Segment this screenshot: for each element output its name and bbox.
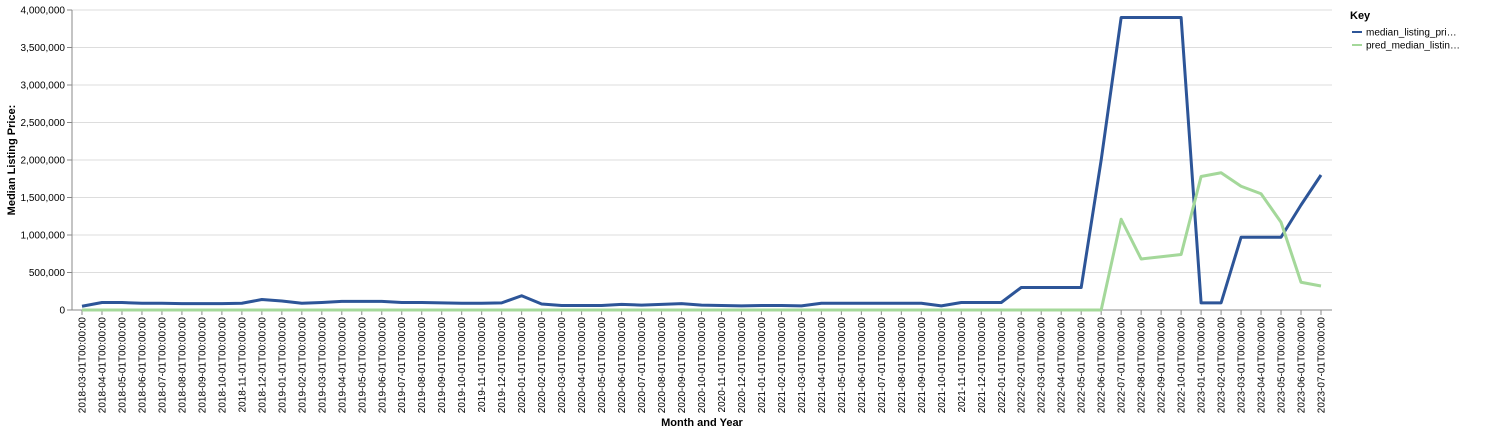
- x-tick-label: 2018-03-01T00:00:00: [78, 317, 89, 414]
- x-tick-label: 2019-09-01T00:00:00: [437, 317, 448, 414]
- x-tick-label: 2021-10-01T00:00:00: [937, 317, 948, 414]
- x-tick-label: 2019-11-01T00:00:00: [477, 317, 488, 413]
- x-tick-label: 2021-12-01T00:00:00: [977, 317, 988, 414]
- x-tick-label: 2021-09-01T00:00:00: [917, 317, 928, 414]
- data-line: [82, 171, 1322, 312]
- y-tick-label: 4,000,000: [21, 6, 66, 17]
- x-tick-label: 2018-10-01T00:00:00: [217, 317, 228, 414]
- x-tick-label: 2021-05-01T00:00:00: [837, 317, 848, 414]
- data-line: [81, 16, 1323, 308]
- y-axis-title: Median Listing Price:: [6, 105, 18, 216]
- legend-label: pred_median_listin…: [1366, 41, 1460, 52]
- x-tick-label: 2020-01-01T00:00:00: [517, 317, 528, 414]
- x-tick-label: 2021-07-01T00:00:00: [877, 317, 888, 414]
- x-tick-label: 2019-06-01T00:00:00: [377, 317, 388, 414]
- x-tick-label: 2022-10-01T00:00:00: [1177, 317, 1188, 414]
- x-tick-label: 2023-01-01T00:00:00: [1197, 317, 1208, 414]
- x-tick-label: 2022-08-01T00:00:00: [1137, 317, 1148, 414]
- x-tick-label: 2020-05-01T00:00:00: [597, 317, 608, 414]
- x-tick-label: 2020-09-01T00:00:00: [677, 317, 688, 414]
- x-tick-label: 2022-06-01T00:00:00: [1097, 317, 1108, 414]
- x-tick-label: 2020-12-01T00:00:00: [737, 317, 748, 414]
- x-tick-label: 2020-11-01T00:00:00: [717, 317, 728, 413]
- x-axis-title: Month and Year: [661, 417, 743, 429]
- x-tick-label: 2019-12-01T00:00:00: [497, 317, 508, 414]
- x-tick-label: 2023-06-01T00:00:00: [1297, 317, 1308, 414]
- x-tick-label: 2023-05-01T00:00:00: [1277, 317, 1288, 414]
- x-tick-label: 2018-06-01T00:00:00: [137, 317, 148, 414]
- x-tick-label: 2020-10-01T00:00:00: [697, 317, 708, 414]
- x-tick-label: 2020-08-01T00:00:00: [657, 317, 668, 414]
- x-tick-label: 2021-02-01T00:00:00: [777, 317, 788, 414]
- y-tick-label: 3,500,000: [21, 43, 66, 54]
- x-tick-label: 2018-09-01T00:00:00: [197, 317, 208, 414]
- x-tick-label: 2020-06-01T00:00:00: [617, 317, 628, 414]
- x-tick-label: 2021-03-01T00:00:00: [797, 317, 808, 414]
- x-tick-label: 2022-04-01T00:00:00: [1057, 317, 1068, 414]
- x-tick-label: 2020-04-01T00:00:00: [577, 317, 588, 414]
- x-tick-label: 2018-12-01T00:00:00: [257, 317, 268, 414]
- y-tick-label: 500,000: [29, 268, 66, 279]
- x-tick-label: 2022-09-01T00:00:00: [1157, 317, 1168, 414]
- x-tick-label: 2019-03-01T00:00:00: [317, 317, 328, 414]
- x-tick-label: 2021-01-01T00:00:00: [757, 317, 768, 414]
- x-tick-label: 2023-04-01T00:00:00: [1257, 317, 1268, 414]
- x-tick-label: 2023-02-01T00:00:00: [1217, 317, 1228, 414]
- x-tick-label: 2019-08-01T00:00:00: [417, 317, 428, 414]
- x-tick-label: 2019-05-01T00:00:00: [357, 317, 368, 414]
- legend-label: median_listing_pri…: [1366, 28, 1457, 39]
- x-tick-label: 2022-02-01T00:00:00: [1017, 317, 1028, 414]
- x-tick-label: 2019-01-01T00:00:00: [277, 317, 288, 414]
- x-tick-label: 2021-08-01T00:00:00: [897, 317, 908, 414]
- x-tick-label: 2019-07-01T00:00:00: [397, 317, 408, 414]
- x-tick-label: 2018-05-01T00:00:00: [117, 317, 128, 414]
- y-tick-label: 2,500,000: [21, 118, 66, 129]
- x-tick-label: 2023-07-01T00:00:00: [1317, 317, 1328, 414]
- x-tick-label: 2020-07-01T00:00:00: [637, 317, 648, 414]
- x-tick-label: 2022-07-01T00:00:00: [1117, 317, 1128, 414]
- y-tick-label: 3,000,000: [21, 81, 66, 92]
- x-tick-label: 2018-07-01T00:00:00: [157, 317, 168, 414]
- x-tick-label: 2023-03-01T00:00:00: [1237, 317, 1248, 414]
- y-tick-label: 0: [59, 306, 65, 317]
- x-tick-label: 2020-03-01T00:00:00: [557, 317, 568, 414]
- x-tick-label: 2021-06-01T00:00:00: [857, 317, 868, 414]
- x-tick-label: 2018-11-01T00:00:00: [237, 317, 248, 413]
- x-tick-label: 2019-02-01T00:00:00: [297, 317, 308, 414]
- y-tick-label: 1,000,000: [21, 231, 66, 242]
- x-tick-label: 2021-11-01T00:00:00: [957, 317, 968, 413]
- x-tick-label: 2020-02-01T00:00:00: [537, 317, 548, 414]
- x-tick-label: 2022-05-01T00:00:00: [1077, 317, 1088, 414]
- y-tick-label: 2,000,000: [21, 156, 66, 167]
- x-tick-label: 2021-04-01T00:00:00: [817, 317, 828, 414]
- x-tick-label: 2019-10-01T00:00:00: [457, 317, 468, 414]
- x-tick-label: 2019-04-01T00:00:00: [337, 317, 348, 414]
- legend-title: Key: [1350, 10, 1371, 22]
- x-tick-label: 2022-03-01T00:00:00: [1037, 317, 1048, 414]
- x-tick-label: 2018-04-01T00:00:00: [97, 317, 108, 414]
- y-tick-label: 1,500,000: [21, 193, 66, 204]
- x-tick-label: 2022-01-01T00:00:00: [997, 317, 1008, 414]
- x-tick-label: 2018-08-01T00:00:00: [177, 317, 188, 414]
